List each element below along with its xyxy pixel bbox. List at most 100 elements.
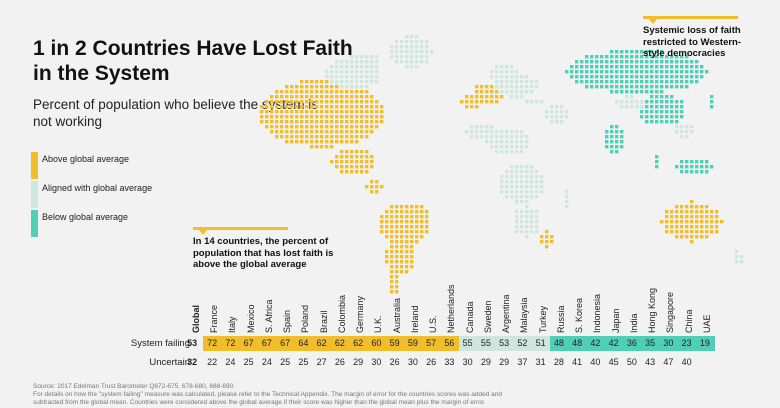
map-dot-south-america-north: [410, 240, 414, 244]
map-dot-north-america: [300, 135, 304, 139]
column-header-label: Mexico: [245, 304, 256, 333]
map-dot-central-africa: [520, 165, 524, 169]
map-dot-russia: [620, 85, 624, 89]
map-dot-russia: [615, 50, 619, 54]
map-dot-china: [675, 115, 679, 119]
map-dot-north-africa-w: [475, 130, 479, 134]
map-dot-greenland: [410, 60, 414, 64]
map-dot-north-america: [295, 115, 299, 119]
map-dot-scandinavia: [500, 65, 504, 69]
map-dot-russia: [635, 85, 639, 89]
map-dot-mexico: [345, 170, 349, 174]
map-dot-india: [605, 145, 609, 149]
map-dot-south-africa: [545, 230, 549, 234]
map-dot-western-europe-2: [460, 100, 464, 104]
map-dot-china: [670, 115, 674, 119]
map-dot-south-america-north: [400, 215, 404, 219]
map-dot-south-america-south: [400, 240, 404, 244]
map-dot-australia: [715, 230, 719, 234]
map-dot-southern-africa: [530, 230, 534, 234]
map-dot-central-africa: [540, 185, 544, 189]
map-dot-north-america: [380, 115, 384, 119]
callout-middle: In 14 countries, the percent of populati…: [193, 227, 348, 271]
map-dot-russia: [655, 65, 659, 69]
map-dot-australia: [675, 225, 679, 229]
map-dot-south-america-north: [390, 220, 394, 224]
map-dot-canada-north: [370, 80, 374, 84]
cell-value: 57: [426, 338, 437, 348]
map-dot-india: [615, 140, 619, 144]
map-dot-north-america: [330, 135, 334, 139]
map-dot-china: [645, 105, 649, 109]
map-dot-eastern-europe: [530, 80, 534, 84]
map-dot-russia: [645, 80, 649, 84]
map-dot-india: [610, 145, 614, 149]
map-dot-north-america: [285, 115, 289, 119]
map-dot-north-america: [380, 105, 384, 109]
map-dot-canada-north: [345, 70, 349, 74]
map-dot-south-america-north: [410, 230, 414, 234]
map-dot-russia: [615, 80, 619, 84]
map-dot-arctic: [350, 55, 354, 59]
map-dot-north-america: [275, 100, 279, 104]
map-dot-canada-north: [350, 70, 354, 74]
map-dot-north-america: [290, 90, 294, 94]
map-dot-greenland: [395, 60, 399, 64]
map-dot-western-europe-2: [465, 95, 469, 99]
column-header-country: UAE: [696, 293, 714, 333]
map-dot-russia: [695, 60, 699, 64]
map-dot-southern-africa: [515, 230, 519, 234]
map-dot-canada-north: [375, 70, 379, 74]
map-dot-greenland: [425, 55, 429, 59]
map-dot-china: [655, 100, 659, 104]
map-dot-russia: [680, 70, 684, 74]
map-dot-indonesia: [695, 160, 699, 164]
map-dot-north-africa: [520, 150, 524, 154]
map-dot-russia: [620, 90, 624, 94]
strip-above: [312, 336, 332, 351]
map-dot-south-america-north: [415, 235, 419, 239]
map-dot-south-america-south: [400, 255, 404, 259]
map-dot-north-africa: [500, 145, 504, 149]
map-dot-central-africa: [505, 195, 509, 199]
map-dot-north-america: [280, 120, 284, 124]
map-dot-arctic: [360, 60, 364, 64]
map-dot-central-africa: [530, 185, 534, 189]
map-dot-south-america-south: [390, 255, 394, 259]
column-header-country: Argentina: [495, 293, 513, 333]
map-dot-russia: [600, 75, 604, 79]
map-dot-russia: [635, 50, 639, 54]
map-dot-north-america: [275, 105, 279, 109]
map-dot-central-africa: [525, 195, 529, 199]
map-dot-north-america: [360, 90, 364, 94]
map-dot-russia: [675, 60, 679, 64]
map-dot-eastern-europe: [510, 90, 514, 94]
map-dot-malaysia: [655, 165, 659, 169]
map-dot-north-america: [300, 90, 304, 94]
map-dot-central-america: [370, 190, 374, 194]
column-header-label: Ireland: [409, 305, 420, 333]
map-dot-mexico: [335, 160, 339, 164]
map-dot-greenland: [415, 35, 419, 39]
map-dot-south-america-south: [405, 255, 409, 259]
map-dot-india: [605, 135, 609, 139]
map-dot-north-africa: [515, 135, 519, 139]
map-dot-north-america: [305, 130, 309, 134]
map-dot-southern-africa: [520, 210, 524, 214]
map-dot-scandinavia: [510, 70, 514, 74]
map-dot-north-africa: [500, 150, 504, 154]
map-dot-arctic: [355, 60, 359, 64]
map-dot-russia: [630, 60, 634, 64]
map-dot-north-africa-w: [470, 125, 474, 129]
map-dot-north-america: [350, 140, 354, 144]
map-dot-mexico: [350, 165, 354, 169]
map-dot-canada-north: [355, 85, 359, 89]
map-dot-china: [675, 110, 679, 114]
map-dot-eastern-europe: [510, 85, 514, 89]
map-dot-north-america: [350, 120, 354, 124]
map-dot-north-africa: [515, 140, 519, 144]
map-dot-north-america: [315, 95, 319, 99]
map-dot-north-america: [305, 105, 309, 109]
cell-value: 55: [462, 338, 473, 348]
map-dot-middle-east: [565, 115, 569, 119]
